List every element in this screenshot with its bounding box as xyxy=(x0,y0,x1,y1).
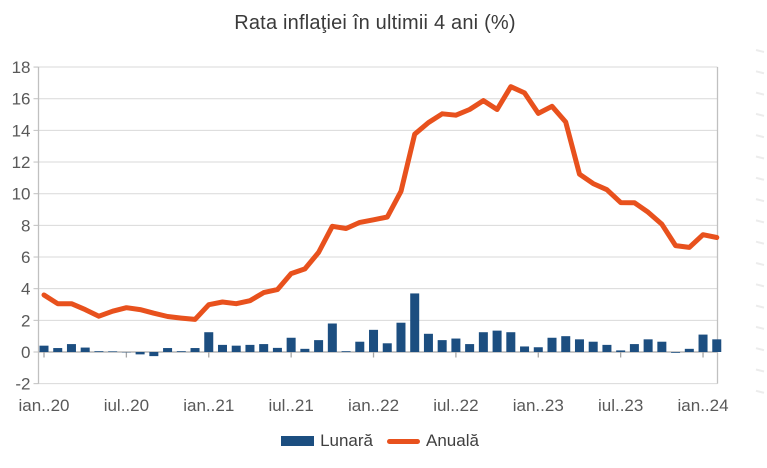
bar-lunara xyxy=(671,352,681,353)
bar-lunara xyxy=(163,348,173,352)
legend-item-anuala: Anuală xyxy=(387,431,479,451)
bar-lunara xyxy=(574,339,584,352)
bar-lunara xyxy=(286,337,296,352)
bar-lunara xyxy=(190,348,200,352)
bar-lunara xyxy=(465,344,475,352)
bar-lunara xyxy=(602,344,612,352)
bar-lunara xyxy=(410,293,420,352)
bar-lunara xyxy=(547,337,557,352)
bar-lunara xyxy=(355,341,365,352)
y-tick-label: 12 xyxy=(12,153,31,172)
right-edge-artifact xyxy=(755,347,765,352)
legend-label-lunara: Lunară xyxy=(320,431,373,450)
legend-swatch-bar-icon xyxy=(281,436,315,446)
bar-lunara xyxy=(520,346,530,352)
bar-lunara xyxy=(657,341,667,352)
y-tick-label: -2 xyxy=(15,375,30,394)
bar-lunara xyxy=(437,340,447,352)
x-tick-label: iul..23 xyxy=(598,396,643,415)
y-tick-label: 14 xyxy=(12,121,31,140)
bar-lunara xyxy=(204,332,214,352)
right-edge-artifact xyxy=(755,198,765,203)
right-edge-artifact xyxy=(755,91,765,96)
bar-lunara xyxy=(66,344,76,352)
right-edge-artifact xyxy=(755,389,765,394)
right-edge-artifact xyxy=(755,240,765,245)
bar-lunara xyxy=(478,332,488,352)
bar-lunara xyxy=(698,334,708,352)
bar-lunara xyxy=(629,344,639,352)
bar-lunara xyxy=(135,352,145,355)
x-tick-label: ian..21 xyxy=(183,396,234,415)
bar-lunara xyxy=(327,323,337,352)
y-tick-label: 16 xyxy=(12,90,31,109)
bar-lunara xyxy=(643,339,653,352)
bar-lunara xyxy=(149,352,159,357)
bar-lunara xyxy=(588,341,598,352)
right-edge-artifact xyxy=(755,283,765,288)
right-edge-artifact xyxy=(755,262,765,266)
legend-swatch-line-icon xyxy=(387,438,420,444)
bar-lunara xyxy=(217,344,227,352)
right-edge-artifact xyxy=(755,304,765,309)
right-edge-artifact xyxy=(755,112,765,117)
y-tick-label: 10 xyxy=(12,185,31,204)
right-edge-artifact xyxy=(755,219,765,224)
bar-lunara xyxy=(451,338,461,352)
bar-lunara xyxy=(176,351,186,352)
bar-lunara xyxy=(108,351,118,352)
bar-lunara xyxy=(341,351,351,352)
bar-lunara xyxy=(231,345,241,352)
y-tick-label: 18 xyxy=(12,58,31,77)
bar-lunara xyxy=(533,347,543,352)
bar-lunara xyxy=(684,348,694,352)
y-tick-label: 2 xyxy=(21,311,30,330)
bar-lunara xyxy=(80,347,90,352)
right-edge-artifact xyxy=(755,325,765,330)
right-edge-artifact xyxy=(755,134,765,139)
bar-lunara xyxy=(423,333,433,352)
right-edge-artifact xyxy=(755,155,765,160)
bar-lunara xyxy=(94,351,104,352)
bar-lunara xyxy=(272,347,282,352)
bar-lunara xyxy=(492,330,502,352)
bar-lunara xyxy=(259,344,269,352)
right-edge-artifact xyxy=(755,176,765,181)
bar-lunara xyxy=(39,345,49,352)
x-tick-label: ian..23 xyxy=(513,396,564,415)
y-tick-label: 6 xyxy=(21,248,30,267)
y-tick-label: 0 xyxy=(21,343,30,362)
y-tick-label: 8 xyxy=(21,216,30,235)
chart-title: Rata inflaţiei în ultimii 4 ani (%) xyxy=(234,12,516,34)
x-tick-label: ian..22 xyxy=(348,396,399,415)
x-tick-label: iul..20 xyxy=(104,396,149,415)
y-tick-label: 4 xyxy=(21,280,30,299)
legend-item-lunara: Lunară xyxy=(281,431,373,451)
bar-lunara xyxy=(369,329,379,352)
legend-label-anuala: Anuală xyxy=(426,431,479,450)
x-tick-label: iul..21 xyxy=(268,396,313,415)
bar-lunara xyxy=(616,350,626,352)
x-tick-label: ian..20 xyxy=(18,396,69,415)
bar-lunara xyxy=(245,344,255,352)
bar-lunara xyxy=(314,340,324,352)
x-tick-label: ian..24 xyxy=(678,396,729,415)
right-edge-artifact xyxy=(755,49,765,53)
bar-lunara xyxy=(506,332,516,352)
bar-lunara xyxy=(396,322,406,352)
bar-lunara xyxy=(53,348,63,352)
chart-legend: Lunară Anuală xyxy=(0,431,760,451)
bar-lunara xyxy=(712,339,722,352)
bar-lunara xyxy=(300,348,310,352)
x-tick-label: iul..22 xyxy=(433,396,478,415)
right-edge-artifact xyxy=(755,70,765,75)
line-anuala xyxy=(41,84,720,322)
bar-lunara xyxy=(561,336,571,352)
bar-lunara xyxy=(382,343,392,352)
right-edge-artifact xyxy=(755,368,765,373)
